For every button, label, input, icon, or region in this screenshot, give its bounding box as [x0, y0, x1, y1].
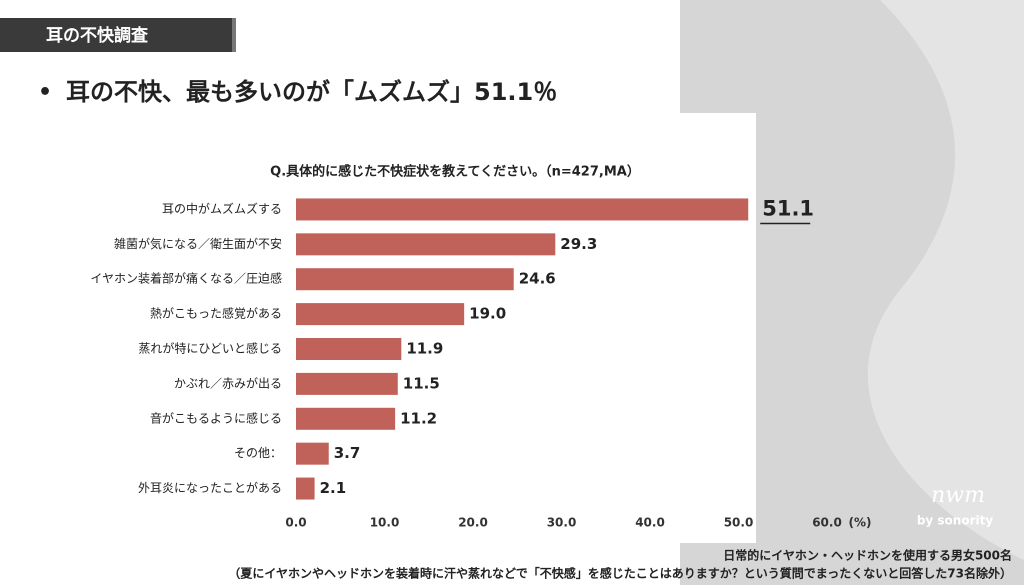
- x-unit-label: (%): [849, 516, 872, 530]
- category-label: かぶれ／赤みが出る: [174, 375, 282, 390]
- value-label: 29.3: [560, 235, 597, 253]
- bullet: •: [38, 80, 52, 105]
- chart-panel: [0, 113, 756, 543]
- bar: [296, 372, 398, 395]
- value-label: 3.7: [334, 444, 361, 462]
- category-label: 耳の中がムズムズする: [162, 201, 282, 216]
- tag: 耳の不快調査: [46, 25, 149, 46]
- category-label: 熱がこもった感覚がある: [150, 306, 282, 321]
- x-tick-label: 30.0: [547, 516, 577, 530]
- value-label: 11.9: [406, 340, 443, 358]
- bar: [296, 338, 402, 360]
- headline: 耳の不快、最も多いのが「ムズムズ」51.1％: [66, 78, 557, 106]
- bar: [296, 268, 514, 291]
- category-label: 音がこもるように感じる: [150, 410, 282, 425]
- value-label: 51.1: [762, 196, 814, 220]
- value-label: 24.6: [519, 270, 556, 288]
- bar: [296, 198, 749, 221]
- footnote: 日常的にイヤホン・ヘッドホンを使用する男女500名: [723, 548, 1012, 563]
- logo-sub: by sonority: [917, 514, 994, 528]
- x-tick-label: 10.0: [370, 516, 400, 530]
- value-label: 19.0: [469, 305, 506, 323]
- value-label: 11.2: [400, 409, 437, 427]
- chart-title: Q.具体的に感じた不快症状を教えてください。（n=427,MA）: [270, 164, 640, 180]
- value-label: 11.5: [403, 374, 440, 392]
- category-label: 蒸れが特にひどいと感じる: [138, 341, 282, 356]
- bar: [296, 477, 315, 500]
- bar: [296, 303, 465, 326]
- x-tick-label: 20.0: [458, 516, 488, 530]
- bar: [296, 442, 329, 465]
- x-tick-label: 60.0: [812, 516, 842, 530]
- category-label: 外耳炎になったことがある: [138, 480, 282, 495]
- category-label: 雑菌が気になる／衛生面が不安: [114, 236, 282, 251]
- gray-curve: [867, 0, 1024, 560]
- footnote: （夏にイヤホンやヘッドホンを装着時に汗や蒸れなどで「不快感」を感じたことはありま…: [228, 566, 1012, 581]
- bar: [296, 407, 396, 430]
- category-label: イヤホン装着部が痛くなる／圧迫感: [90, 271, 282, 286]
- category-label: その他：: [234, 446, 282, 460]
- x-tick-label: 0.0: [285, 516, 306, 530]
- bar: [296, 233, 556, 256]
- x-tick-label: 50.0: [724, 516, 754, 530]
- tag-box: [0, 18, 236, 52]
- logo: nwm: [931, 483, 985, 508]
- tag-edge: [232, 18, 236, 52]
- value-label: 2.1: [320, 479, 347, 497]
- x-tick-label: 40.0: [635, 516, 665, 530]
